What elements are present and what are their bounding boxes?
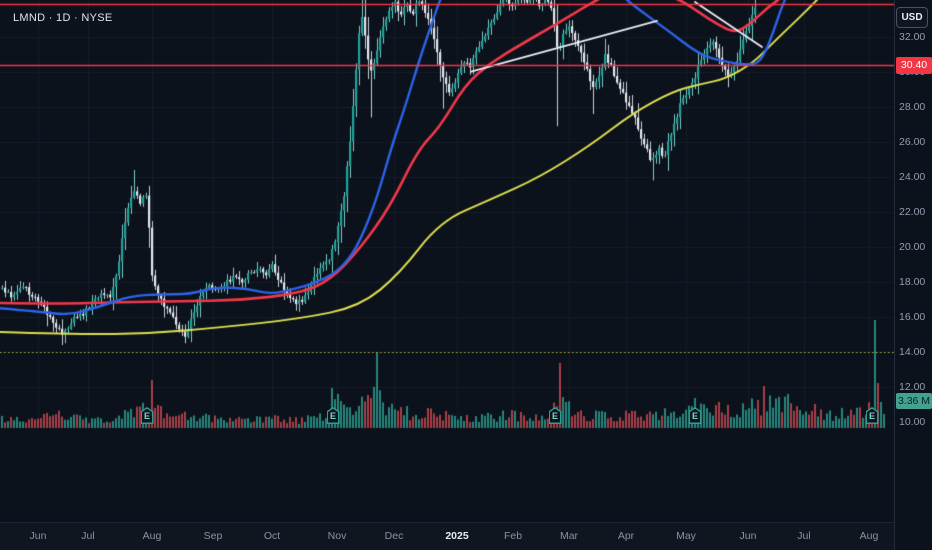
price-axis-label: 26.00 [899, 136, 926, 148]
time-axis[interactable]: Jun Jul Aug Sep Oct Nov Dec 2025 Feb Mar Apr May Jun… [0, 522, 894, 550]
earnings-marker[interactable]: E [140, 407, 154, 424]
currency-button[interactable]: USD [896, 7, 928, 28]
time-axis-label: Jun [739, 530, 757, 542]
time-axis-label: Oct [263, 530, 281, 542]
time-axis-label: Jun [29, 530, 47, 542]
price-axis-label: 32.00 [899, 31, 926, 43]
price-axis-label: 14.00 [899, 346, 926, 358]
time-axis-label: May [676, 530, 696, 542]
time-axis-label: Nov [327, 530, 347, 542]
price-axis-label: 24.00 [899, 171, 926, 183]
earnings-marker[interactable]: E [688, 407, 702, 424]
symbol-title[interactable]: LMND · 1D · NYSE [13, 12, 113, 24]
price-axis-label: 18.00 [899, 276, 926, 288]
time-axis-label: Aug [859, 530, 879, 542]
price-axis-label: 10.00 [899, 416, 926, 428]
time-axis-label: Jul [797, 530, 811, 542]
time-axis-label: Jul [81, 530, 95, 542]
time-axis-label: Mar [559, 530, 579, 542]
price-chart-canvas[interactable] [0, 0, 894, 522]
time-axis-label: Aug [142, 530, 162, 542]
time-axis-label: Apr [617, 530, 635, 542]
earnings-marker[interactable]: E [865, 407, 879, 424]
price-axis-label: 20.00 [899, 241, 926, 253]
earnings-marker[interactable]: E [326, 407, 340, 424]
earnings-marker[interactable]: E [548, 407, 562, 424]
price-axis[interactable]: 32.0030.0028.0026.0024.0022.0020.0018.00… [894, 0, 932, 550]
price-axis-label: 16.00 [899, 311, 926, 323]
price-axis-label: 12.00 [899, 381, 926, 393]
last-price-label: 30.40 [896, 56, 932, 74]
volume-label: 3.36 M [896, 393, 932, 409]
price-axis-label: 22.00 [899, 206, 926, 218]
time-axis-label: Feb [503, 530, 523, 542]
time-axis-label: Dec [384, 530, 404, 542]
price-axis-label: 28.00 [899, 101, 926, 113]
time-axis-label: 2025 [445, 530, 469, 542]
time-axis-label: Sep [203, 530, 223, 542]
